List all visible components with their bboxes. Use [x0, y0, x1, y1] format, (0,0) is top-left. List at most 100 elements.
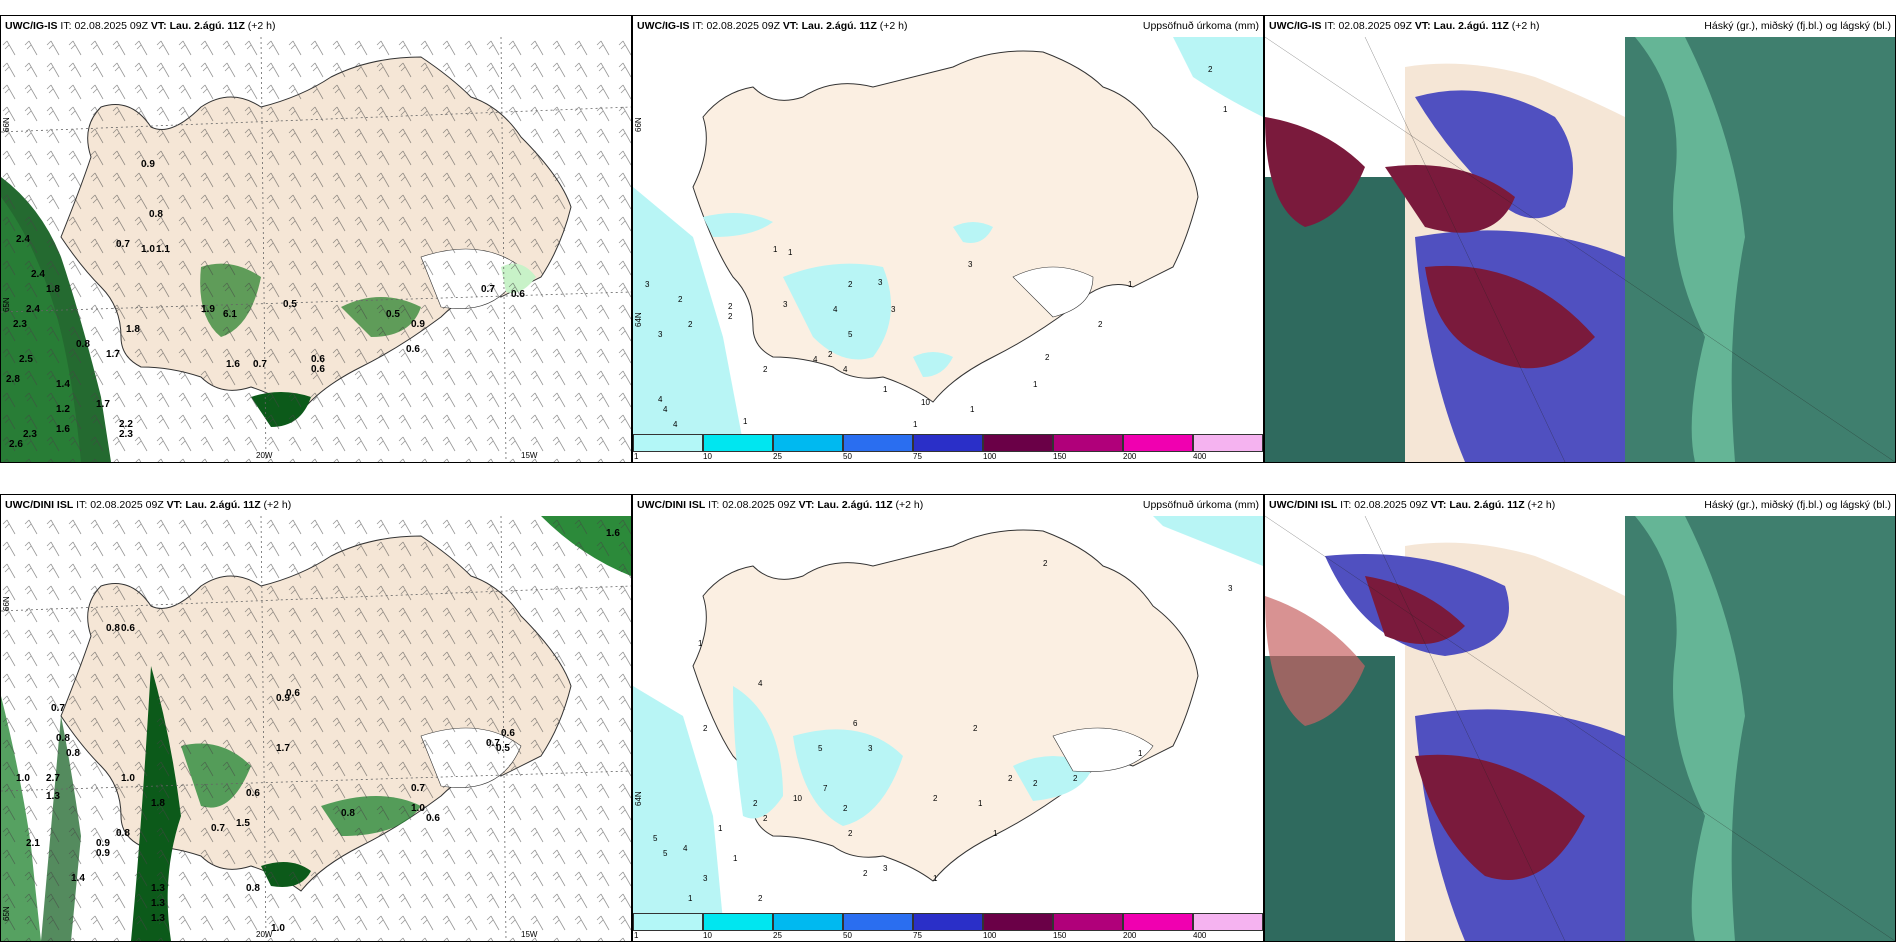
legend-swatch [633, 434, 703, 452]
valid-time: Lau. 2.ágú. 11Z [801, 20, 877, 32]
wind-value: 0.6 [311, 364, 325, 375]
precip-legend-ticks: 1 10 25 50 75 100 150 200 400 [633, 452, 1263, 462]
precip-value: 4 [663, 405, 668, 414]
lat-label-66: 66N [634, 117, 643, 132]
init-time: 02.08.2025 09Z [1354, 499, 1428, 511]
legend-tick: 200 [1123, 452, 1137, 461]
precip-map-top: 3 2 2 3 4 4 4 1 1 1 2 2 3 4 5 2 3 3 2 4 … [633, 37, 1263, 442]
precip-value: 4 [673, 420, 678, 429]
wind-value: 1.4 [56, 379, 70, 390]
wind-value: 2.2 [119, 419, 133, 430]
legend-tick: 150 [1053, 452, 1067, 461]
lon-label-15: 15W [521, 451, 538, 460]
legend-swatch [703, 913, 773, 931]
precip-value: 3 [891, 305, 896, 314]
wind-values: 0.9 0.8 1.0 1.1 0.7 2.4 2.4 1.8 2.3 2.5 … [6, 159, 525, 450]
lead-time: (+2 h) [879, 20, 908, 32]
legend-swatch [1123, 913, 1193, 931]
precip-value: 2 [1033, 779, 1038, 788]
precip-value: 5 [848, 330, 853, 339]
precip-value: 4 [843, 365, 848, 374]
wind-value: 1.8 [151, 798, 165, 809]
cloud-map-top [1265, 37, 1895, 462]
lat-label-64: 64N [634, 312, 643, 327]
precip-value: 1 [913, 420, 918, 429]
wind-value: 1.3 [151, 883, 165, 894]
wind-value: 0.6 [286, 688, 300, 699]
panel-header: UWC/DINI ISL IT: 02.08.2025 09Z VT: Lau.… [1265, 495, 1895, 516]
precip-value: 4 [658, 395, 663, 404]
precip-value: 2 [828, 350, 833, 359]
wind-value: 0.6 [121, 623, 135, 634]
precip-value: 1 [883, 385, 888, 394]
precip-legend-ticks: 1 10 25 50 75 100 150 200 400 [633, 931, 1263, 941]
precip-value: 1 [1033, 380, 1038, 389]
precip-value: 2 [1073, 774, 1078, 783]
it-label: IT: [692, 20, 704, 32]
wind-value: 1.7 [276, 743, 290, 754]
wind-value: 1.9 [201, 304, 215, 315]
precip-value: 1 [970, 405, 975, 414]
model-name: UWC/IG-IS [5, 20, 58, 32]
legend-tick: 400 [1193, 931, 1207, 940]
wind-value: 0.9 [96, 848, 110, 859]
precip-legend [633, 434, 1263, 452]
wind-value: 2.6 [9, 439, 23, 450]
lead-time: (+2 h) [247, 20, 276, 32]
it-label: IT: [1340, 499, 1352, 511]
panel-clouds-bottom: UWC/DINI ISL IT: 02.08.2025 09Z VT: Lau.… [1264, 494, 1896, 942]
panel-clouds-top: UWC/IG-IS IT: 02.08.2025 09Z VT: Lau. 2.… [1264, 15, 1896, 463]
precip-value: 5 [663, 849, 668, 858]
precip-value: 1 [698, 639, 703, 648]
wind-value: 1.3 [151, 913, 165, 924]
panel-title: Háský (gr.), miðský (fj.bl.) og lágský (… [1704, 499, 1891, 511]
wind-value: 0.6 [246, 788, 260, 799]
wind-value: 0.9 [141, 159, 155, 170]
wind-value: 1.0 [411, 803, 425, 814]
precip-value: 2 [763, 814, 768, 823]
precip-value: 2 [703, 724, 708, 733]
lead-time: (+2 h) [263, 499, 292, 511]
vt-label: VT: [782, 20, 799, 32]
wind-value: 1.0 [141, 244, 155, 255]
legend-tick: 10 [703, 931, 712, 940]
init-time: 02.08.2025 09Z [74, 20, 148, 32]
wind-value: 0.6 [311, 354, 325, 365]
legend-tick: 50 [843, 452, 852, 461]
wind-value: 1.6 [56, 424, 70, 435]
wind-value: 0.8 [66, 748, 80, 759]
precip-value: 2 [933, 794, 938, 803]
wind-value: 0.7 [481, 284, 495, 295]
precip-value: 2 [688, 320, 693, 329]
panel-title: Háský (gr.), miðský (fj.bl.) og lágský (… [1704, 20, 1891, 32]
lat-label-64: 64N [634, 791, 643, 806]
precip-value: 2 [728, 302, 733, 311]
valid-time: Lau. 2.ágú. 11Z [169, 20, 245, 32]
legend-swatch [983, 913, 1053, 931]
precip-value: 2 [973, 724, 978, 733]
wind-value: 0.7 [211, 823, 225, 834]
legend-swatch [1053, 913, 1123, 931]
wind-value: 0.7 [411, 783, 425, 794]
wind-value: 1.3 [46, 791, 60, 802]
precip-value: 2 [848, 829, 853, 838]
wind-value: 0.7 [486, 738, 500, 749]
wind-value: 0.9 [411, 319, 425, 330]
wind-map-top: 66N 65N 20W 15W 0.9 0.8 1.0 1.1 0.7 2.4 … [1, 37, 631, 462]
vt-label: VT: [798, 499, 815, 511]
valid-time: Lau. 2.ágú. 11Z [1433, 20, 1509, 32]
legend-tick: 75 [913, 931, 922, 940]
precip-value: 2 [863, 869, 868, 878]
legend-tick: 400 [1193, 452, 1207, 461]
lat-label-66: 66N [2, 117, 11, 132]
legend-swatch [773, 913, 843, 931]
wind-value: 0.8 [56, 733, 70, 744]
wind-value: 2.1 [26, 838, 40, 849]
precip-value: 3 [645, 280, 650, 289]
valid-time: Lau. 2.ágú. 11Z [817, 499, 893, 511]
wind-value: 2.4 [26, 304, 40, 315]
precip-value: 2 [1045, 353, 1050, 362]
precip-value: 2 [1208, 65, 1213, 74]
wind-value: 0.8 [246, 883, 260, 894]
wind-value: 0.8 [76, 339, 90, 350]
